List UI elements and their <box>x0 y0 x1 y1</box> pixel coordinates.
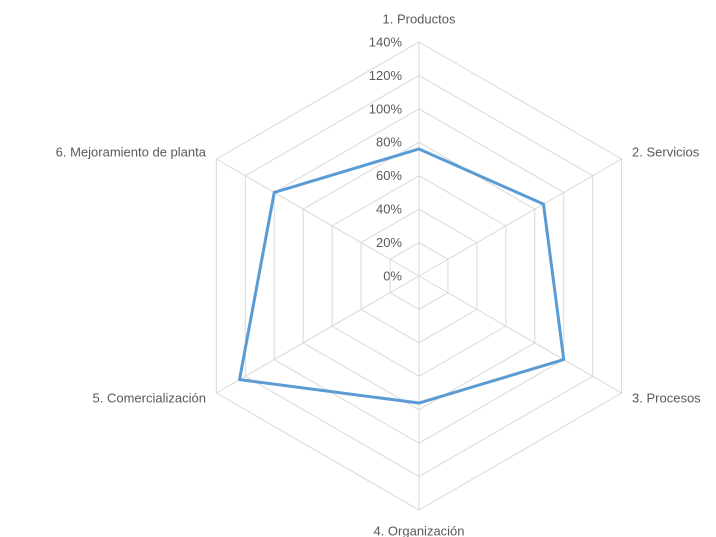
category-label: 6. Mejoramiento de planta <box>56 144 207 159</box>
category-label: 5. Comercialización <box>93 390 206 405</box>
category-label: 1. Productos <box>383 11 456 26</box>
r-tick-label: 0% <box>383 268 402 283</box>
spoke <box>216 275 420 394</box>
spoke <box>418 275 622 394</box>
r-tick-label: 20% <box>376 235 402 250</box>
category-label: 4. Organización <box>373 523 464 537</box>
spoke <box>418 158 622 277</box>
data-line <box>238 147 566 405</box>
category-label: 2. Servicios <box>632 144 700 159</box>
r-tick-label: 100% <box>369 101 403 116</box>
r-tick-label: 120% <box>369 68 403 83</box>
r-tick-label: 40% <box>376 202 402 217</box>
category-label: 3. Procesos <box>632 390 701 405</box>
spoke <box>216 158 420 277</box>
r-tick-label: 80% <box>376 135 402 150</box>
r-tick-label: 140% <box>369 34 403 49</box>
r-tick-label: 60% <box>376 168 402 183</box>
